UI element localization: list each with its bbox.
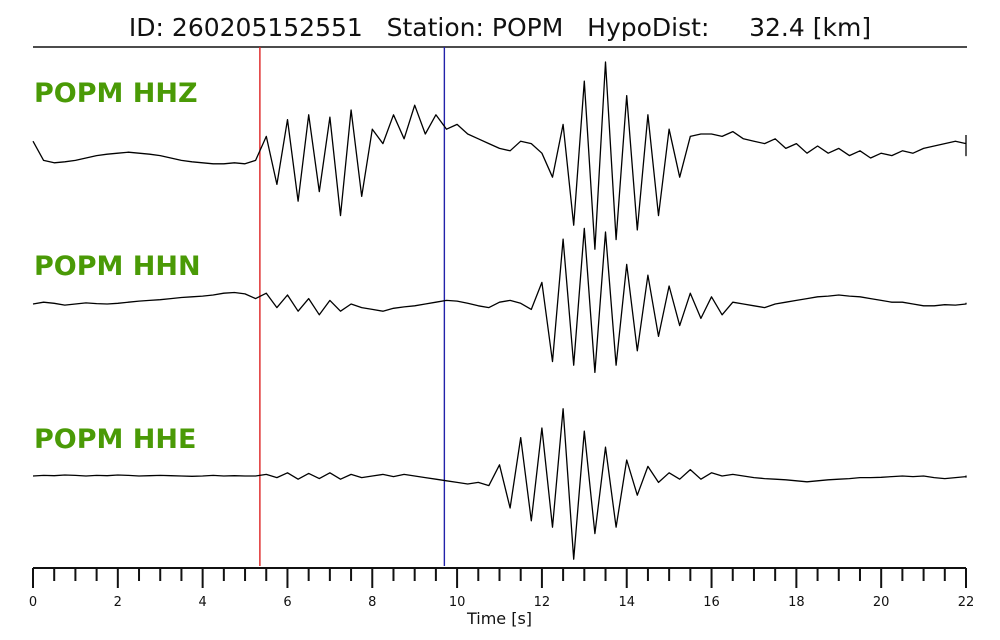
title-hypodist-unit: [km] [813, 13, 871, 42]
x-axis-label: Time [s] [466, 609, 532, 628]
title-id-label: ID: [129, 13, 164, 42]
tick-label: 14 [618, 595, 635, 610]
tick-label: 4 [198, 595, 206, 610]
title-id-value: 260205152551 [172, 13, 363, 42]
phase-picks [259, 47, 446, 566]
title-station-value: POPM [492, 13, 563, 42]
title-hypodist-value: 32.4 [749, 13, 805, 42]
tick-label: 0 [29, 595, 37, 610]
tick-label: 12 [534, 595, 551, 610]
trace-label-2: POPM HHN [34, 251, 201, 282]
tick-label: 6 [283, 595, 291, 610]
trace-label-1: POPM HHZ [34, 78, 198, 109]
tick-label: 20 [873, 595, 890, 610]
tick-label: 2 [114, 595, 122, 610]
tick-label: 8 [368, 595, 376, 610]
tick-label: 18 [788, 595, 805, 610]
trace-line-3 [32, 408, 967, 560]
title-station-label: Station: [387, 13, 484, 42]
tick-label: 16 [703, 595, 720, 610]
trace-label-3: POPM HHE [34, 424, 196, 455]
time-axis: 0 2 4 6 8 10 12 14 16 18 20 22 [29, 567, 975, 610]
title-hypodist-label: HypoDist: [587, 13, 709, 42]
trace-line-2 [32, 227, 967, 374]
tick-label: 10 [449, 595, 466, 610]
tick-label: 22 [958, 595, 975, 610]
waveform-traces: POPM HHZ POPM HHN POPM HHE [32, 61, 967, 560]
trace-line-1 [32, 61, 967, 250]
chart-title: ID: 260205152551 Station: POPM HypoDist:… [129, 13, 871, 42]
